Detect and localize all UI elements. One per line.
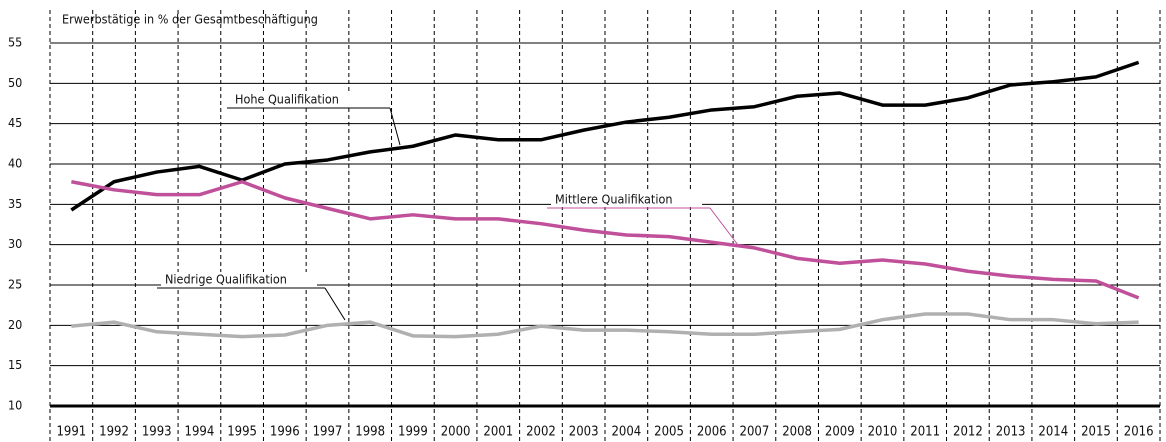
x-tick-label: 1992 [99,425,129,440]
y-tick-label: 20 [8,317,22,332]
series-line [71,179,1140,300]
x-tick-label: 2014 [1038,425,1068,440]
x-tick-label: 2010 [868,425,898,440]
x-tick-label: 2015 [1081,425,1111,440]
x-tick-label: 2012 [953,425,983,440]
y-tick-label: 50 [8,75,22,90]
x-tick-label: 2006 [697,425,727,440]
label-bg [551,192,702,207]
x-tick-label: 2005 [654,425,684,440]
x-tick-label: 2011 [910,425,940,440]
x-tick-label: 1993 [142,425,172,440]
y-tick-label: 45 [8,115,22,130]
x-tick-label: 2001 [483,425,513,440]
x-tick-label: 1991 [56,425,86,440]
x-tick-label: 1994 [185,425,215,440]
x-tick-label: 2007 [740,425,770,440]
x-tick-label: 2013 [996,425,1026,440]
x-tick-label: 2002 [526,425,556,440]
y-tick-label: 55 [8,35,22,50]
leader-line [389,107,401,146]
y-tick-label: 10 [8,398,22,413]
series-line [71,312,1139,339]
y-tick-label: 25 [8,277,22,292]
x-tick-label: 2016 [1124,425,1154,440]
y-tick-label: 35 [8,196,22,211]
y-tick-label: 40 [8,156,22,171]
y-axis-label: Erwerbstätige in % der Gesamtbeschäftigu… [62,12,318,27]
x-tick-label: 1996 [270,425,300,440]
x-tick-label: 1995 [227,425,257,440]
x-tick-label: 2008 [782,425,812,440]
x-tick-label: 2000 [441,425,471,440]
label-bg [161,272,317,287]
x-tick-label: 2009 [825,425,855,440]
leader-line [709,207,739,246]
x-tick-label: 1999 [398,425,428,440]
label-bg [231,92,382,107]
x-tick-label: 2004 [611,425,641,440]
series-label: Niedrige Qualifikation [165,272,287,287]
series-label: Mittlere Qualifikation [555,192,672,207]
series-label: Hohe Qualifikation [235,92,339,107]
leader-line [324,287,346,321]
x-tick-label: 2003 [569,425,599,440]
series-line [70,60,1140,212]
x-tick-label: 1997 [313,425,343,440]
y-tick-label: 30 [8,236,22,251]
x-tick-label: 1998 [355,425,385,440]
y-tick-label: 15 [8,357,22,372]
